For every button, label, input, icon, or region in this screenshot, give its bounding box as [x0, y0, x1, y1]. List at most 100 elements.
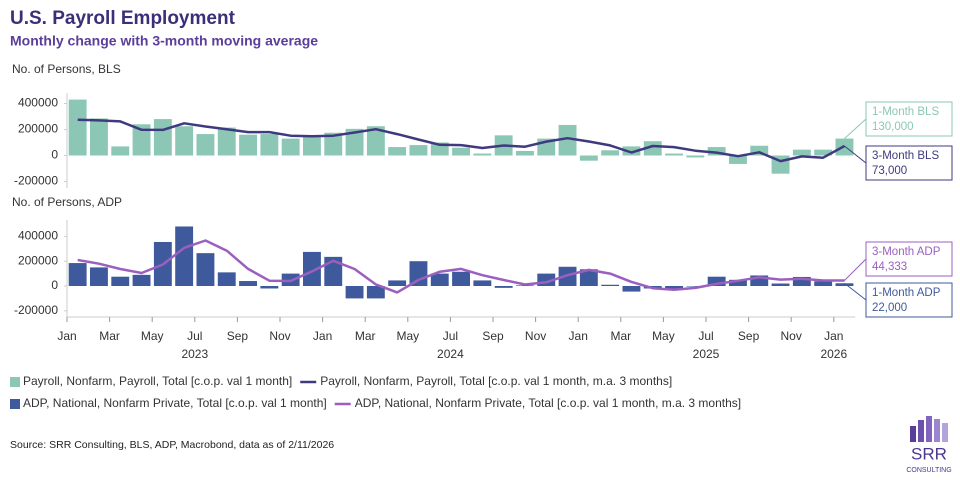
logo-bar [918, 420, 924, 442]
bar [622, 286, 641, 292]
x-year-label: 2025 [693, 347, 720, 361]
logo: SRR CONSULTING [906, 416, 952, 474]
logo-subtext: CONSULTING [906, 467, 951, 474]
callout-box [865, 145, 953, 181]
x-tick-label: May [652, 329, 675, 343]
bar [345, 286, 364, 299]
callout-leader [844, 282, 867, 301]
x-year-label: 2024 [437, 347, 464, 361]
bar [409, 145, 428, 156]
y-tick-label: 200000 [18, 253, 58, 267]
callout-value: 130,000 [872, 121, 914, 133]
bar [686, 286, 705, 287]
bar [771, 283, 790, 286]
logo-bar [926, 416, 932, 442]
bar [729, 279, 747, 286]
bar [303, 251, 321, 286]
logo-bar [934, 419, 940, 442]
bar [68, 263, 87, 286]
bar [132, 274, 151, 286]
callout-leader [844, 258, 867, 281]
bar [90, 267, 108, 286]
source-note: Source: SRR Consulting, BLS, ADP, Macrob… [10, 439, 334, 451]
bar [579, 269, 598, 286]
bar [196, 253, 215, 286]
bar [707, 147, 726, 156]
chart-title: U.S. Payroll Employment [10, 8, 236, 29]
y-tick-label: -200000 [14, 174, 58, 188]
bar [388, 147, 407, 156]
callout-value: 73,000 [872, 165, 907, 177]
y-tick-label: 200000 [18, 122, 58, 136]
callout-box [865, 282, 953, 318]
bar [239, 134, 257, 156]
callout-title: 1-Month BLS [872, 106, 939, 118]
bar [750, 275, 769, 286]
y-tick-label: 0 [51, 148, 58, 162]
x-tick-label: Jul [698, 329, 713, 343]
y-tick-label: 400000 [18, 96, 58, 110]
callout-box [865, 101, 953, 137]
bar [68, 99, 87, 156]
bar [409, 261, 428, 286]
bar [622, 146, 641, 156]
bar [111, 276, 130, 286]
bar [345, 128, 364, 156]
legend-swatch [10, 399, 20, 409]
x-tick-label: Mar [610, 329, 631, 343]
bar [473, 153, 492, 156]
callout-value: 22,000 [872, 302, 907, 314]
bar [366, 286, 385, 299]
x-tick-label: Mar [99, 329, 120, 343]
bar [452, 147, 470, 156]
x-tick-label: Nov [781, 329, 802, 343]
callout-leader [844, 145, 867, 164]
x-tick-label: May [396, 329, 419, 343]
callout-title: 3-Month BLS [872, 150, 939, 162]
bar [196, 134, 215, 156]
bar [707, 276, 726, 286]
bar [686, 155, 705, 158]
bar [175, 126, 194, 156]
bar [665, 286, 683, 290]
x-tick-label: Sep [482, 329, 504, 343]
callout-title: 3-Month ADP [872, 246, 941, 258]
bar [366, 126, 385, 156]
bar [516, 150, 534, 156]
bar [132, 124, 151, 156]
x-tick-label: Sep [738, 329, 760, 343]
bar [281, 138, 300, 156]
bar [217, 272, 236, 286]
x-tick-label: Jan [824, 329, 843, 343]
bar [111, 146, 130, 156]
logo-bar [910, 426, 916, 442]
x-tick-label: Jul [187, 329, 202, 343]
y-tick-label: 400000 [18, 229, 58, 243]
y-axis-title: No. of Persons, BLS [12, 62, 121, 76]
bar [579, 155, 598, 161]
callout-title: 1-Month ADP [872, 287, 941, 299]
x-tick-label: Jan [569, 329, 588, 343]
bar [494, 286, 513, 288]
bar [601, 150, 620, 156]
bar [260, 134, 279, 156]
x-tick-label: Mar [355, 329, 376, 343]
bar [792, 276, 811, 286]
callout-box [865, 241, 953, 277]
legend-label: ADP, National, Nonfarm Private, Total [c… [355, 396, 741, 410]
bar [260, 286, 279, 289]
bar [558, 124, 577, 156]
bar [388, 280, 407, 286]
legend-swatch [10, 377, 20, 387]
bar [175, 226, 194, 286]
x-tick-label: Sep [227, 329, 249, 343]
x-tick-label: Jan [57, 329, 76, 343]
y-tick-label: 0 [51, 278, 58, 292]
legend-label: Payroll, Nonfarm, Payroll, Total [c.o.p.… [320, 374, 672, 388]
chart-subtitle: Monthly change with 3-month moving avera… [10, 33, 318, 49]
bar [239, 281, 257, 286]
callout-value: 44,333 [872, 261, 907, 273]
bar [473, 280, 492, 286]
bar [835, 283, 854, 286]
